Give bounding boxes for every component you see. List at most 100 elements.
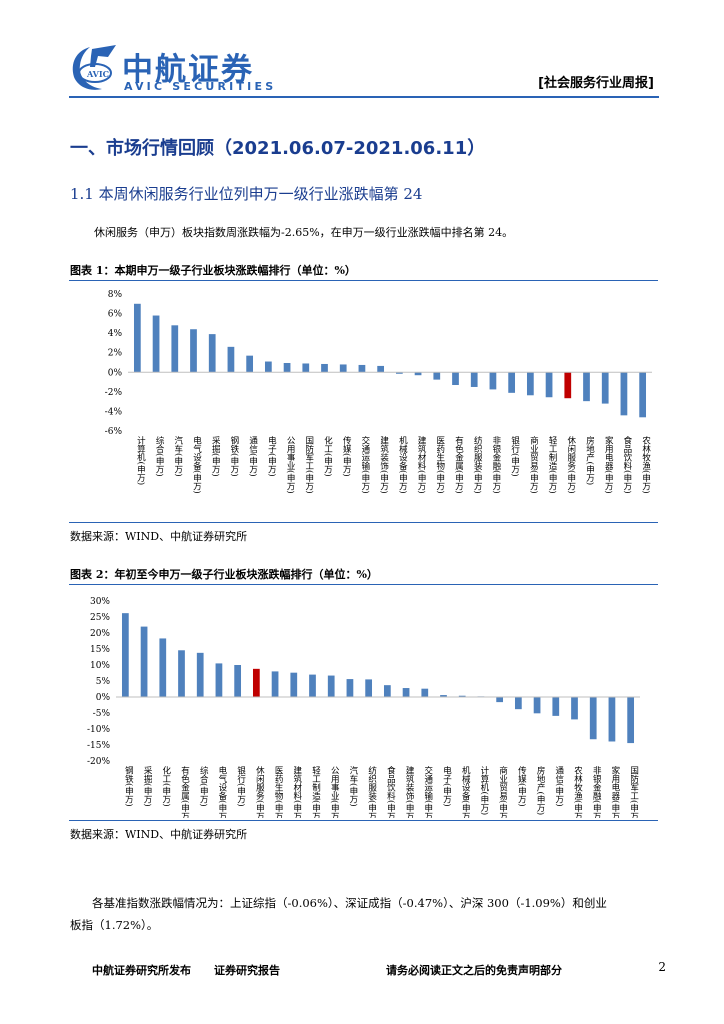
bar (246, 355, 254, 373)
y-tick-label: -5% (93, 709, 111, 719)
bar (552, 697, 560, 716)
y-tick-label: 0% (108, 368, 123, 378)
bar (309, 674, 316, 697)
category-label: 机械设备(申万) (397, 435, 408, 493)
y-tick-label: 6% (108, 310, 123, 320)
subsection-heading: 1.1 本周休闲服务行业位列申万一级行业涨跌幅第 24 (70, 185, 423, 203)
bar (421, 688, 429, 697)
bar (377, 365, 385, 373)
figure1-source: 数据来源：WIND、中航证券研究所 (70, 530, 248, 543)
footer-publisher: 中航证券研究所发布 (92, 964, 191, 977)
bar (489, 372, 497, 390)
bar (571, 697, 578, 720)
bar (215, 663, 223, 697)
y-tick-label: -4% (105, 407, 123, 417)
category-label: 纺织服装(申万) (472, 435, 483, 493)
figure2-source: 数据来源：WIND、中航证券研究所 (70, 828, 248, 841)
category-label: 化工(申万) (323, 435, 334, 476)
bar (346, 679, 354, 697)
bar (252, 668, 260, 697)
bar (339, 364, 347, 373)
bar (452, 372, 459, 386)
bar (133, 303, 141, 373)
bar (190, 329, 197, 373)
bar (365, 679, 373, 697)
category-label: 非银金融(申万) (491, 435, 502, 493)
bar (121, 613, 129, 697)
category-label: 房地产(申万) (535, 765, 546, 815)
category-label: 钢铁(申万) (123, 765, 134, 806)
avic-logo-emblem: AVIC (72, 45, 116, 90)
benchmark-paragraph: 各基准指数涨跌幅情况为：上证综指（-0.06%）、深证成指（-0.47%）、沪深… (70, 892, 660, 936)
y-tick-label: -10% (87, 725, 110, 735)
y-tick-label: -2% (105, 388, 123, 398)
benchmark-line-1: 各基准指数涨跌幅情况为：上证综指（-0.06%）、深证成指（-0.47%）、沪深… (92, 896, 607, 910)
bar (402, 688, 410, 697)
bar (620, 372, 628, 416)
bar (196, 652, 204, 697)
bar (589, 697, 597, 740)
logo-text: 中航证券 (122, 52, 254, 88)
category-label: 商业贸易(申万) (528, 435, 539, 493)
category-label: 钢铁(申万) (229, 435, 240, 476)
category-label: 休闲服务(申万) (566, 435, 577, 493)
category-label: 国防军工(申万) (629, 766, 640, 818)
category-label: 汽车(申万) (173, 435, 184, 476)
category-label: 食品饮料(申万) (385, 765, 396, 818)
chart-ytd: 30% 25% 20% 15% 10% 5% 0% -5% -10% -15% -20% 钢铁(申万)… (87, 597, 640, 818)
category-label: 建筑材料(申万) (416, 435, 427, 493)
category-label: 农林牧渔(申万) (573, 765, 584, 818)
bar (533, 697, 541, 714)
report-tag: [社会服务行业周报] (538, 76, 654, 91)
category-label: 综合(申万) (154, 435, 165, 476)
category-label: 非银金融(申万) (591, 765, 602, 818)
category-label: 国防军工(申万) (304, 436, 315, 494)
bar (140, 626, 148, 697)
category-label: 计算机(申万) (479, 765, 490, 815)
category-label: 纺织服装(申万) (367, 765, 378, 818)
header-rule (69, 96, 659, 98)
category-label: 房地产(申万) (585, 435, 596, 485)
y-tick-label: 0% (96, 693, 111, 703)
y-tick-label: 4% (108, 329, 123, 339)
summary-paragraph: 休闲服务（申万）板块指数周涨跌幅为-2.65%，在申万一级行业涨跌幅中排名第 2… (94, 226, 514, 239)
bar (171, 325, 179, 373)
category-label: 家用电器(申万) (610, 765, 621, 818)
bar (508, 372, 516, 393)
page-number: 2 (658, 960, 666, 974)
category-label: 公用事业(申万) (285, 436, 296, 494)
bar (152, 315, 160, 373)
bar (302, 363, 310, 373)
category-label: 银行(申万) (510, 435, 521, 476)
bar (458, 695, 466, 697)
bar (440, 695, 447, 697)
bar (608, 697, 616, 742)
bar (321, 363, 328, 373)
y-tick-label: 25% (90, 613, 110, 623)
section-heading: 一、市场行情回顾（2021.06.07-2021.06.11） (70, 138, 486, 159)
figure1-title: 图表 1：本期申万一级子行业板块涨跌幅排行（单位：%） (70, 264, 356, 277)
category-label: 公用事业(申万) (329, 766, 340, 818)
y-tick-label: 30% (90, 597, 110, 607)
figure1-bottom-rule (69, 522, 658, 523)
bar (414, 372, 422, 376)
category-label: 汽车(申万) (348, 765, 359, 806)
y-tick-label: -15% (87, 741, 110, 751)
y-tick-label: 5% (96, 677, 111, 687)
category-label: 交通运输(申万) (360, 435, 371, 493)
bar (545, 372, 553, 398)
category-label: 轻工制造(申万) (547, 435, 558, 493)
footer-disclaimer: 请务必阅读正文之后的免责声明部分 (386, 964, 562, 977)
figure2-rule (69, 584, 658, 585)
bar (208, 334, 216, 373)
chart-weekly: 8% 6% 4% 2% 0% -2% -4% -6% 计算机(申万) 综合(申万) 汽车(申万) 电气… (105, 290, 652, 494)
category-label: 通信(申万) (248, 435, 259, 476)
bar (383, 685, 391, 697)
category-label: 建筑装饰(申万) (404, 765, 415, 818)
bar (601, 372, 609, 404)
category-label: 电子(申万) (442, 765, 453, 806)
category-label: 家用电器(申万) (603, 435, 614, 493)
category-label: 轻工制造(申万) (311, 765, 322, 818)
category-label: 食品饮料(申万) (622, 435, 633, 493)
y-tick-label: 10% (90, 661, 110, 671)
